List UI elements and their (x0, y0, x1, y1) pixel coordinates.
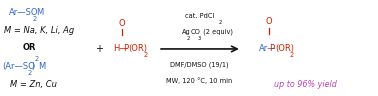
Text: (2 equiv): (2 equiv) (201, 29, 233, 35)
Text: 3: 3 (197, 36, 201, 41)
Text: 2: 2 (143, 52, 147, 58)
Text: 2: 2 (33, 16, 37, 22)
Text: ): ) (31, 62, 34, 71)
Text: O: O (119, 19, 125, 28)
Text: 2: 2 (28, 70, 32, 76)
Text: Ag: Ag (181, 29, 190, 35)
Text: DMF/DMSO (19/1): DMF/DMSO (19/1) (170, 61, 229, 68)
Text: M: M (36, 8, 43, 17)
Text: (Ar—SO: (Ar—SO (2, 62, 35, 71)
Text: MW, 120 °C, 10 min: MW, 120 °C, 10 min (166, 77, 233, 84)
Text: (OR): (OR) (129, 44, 147, 53)
Text: CO: CO (191, 29, 200, 35)
Text: (OR): (OR) (276, 44, 294, 53)
Text: O: O (265, 17, 272, 26)
Text: M = Zn, Cu: M = Zn, Cu (10, 80, 57, 89)
Text: Ar—: Ar— (259, 44, 276, 53)
Text: 2: 2 (35, 56, 39, 62)
Text: M = Na, K, Li, Ag: M = Na, K, Li, Ag (5, 26, 75, 35)
Text: up to 96% yield: up to 96% yield (274, 80, 337, 89)
Text: P: P (270, 44, 275, 53)
Text: 2: 2 (290, 52, 294, 58)
Text: P: P (123, 44, 128, 53)
Text: 2: 2 (187, 36, 191, 41)
Text: OR: OR (23, 43, 36, 53)
Text: 2: 2 (219, 20, 223, 25)
Text: M: M (38, 62, 46, 71)
Text: H—: H— (113, 44, 128, 53)
Text: cat. PdCl: cat. PdCl (185, 13, 214, 19)
Text: +: + (94, 44, 102, 54)
Text: Ar—SO: Ar—SO (9, 8, 39, 17)
